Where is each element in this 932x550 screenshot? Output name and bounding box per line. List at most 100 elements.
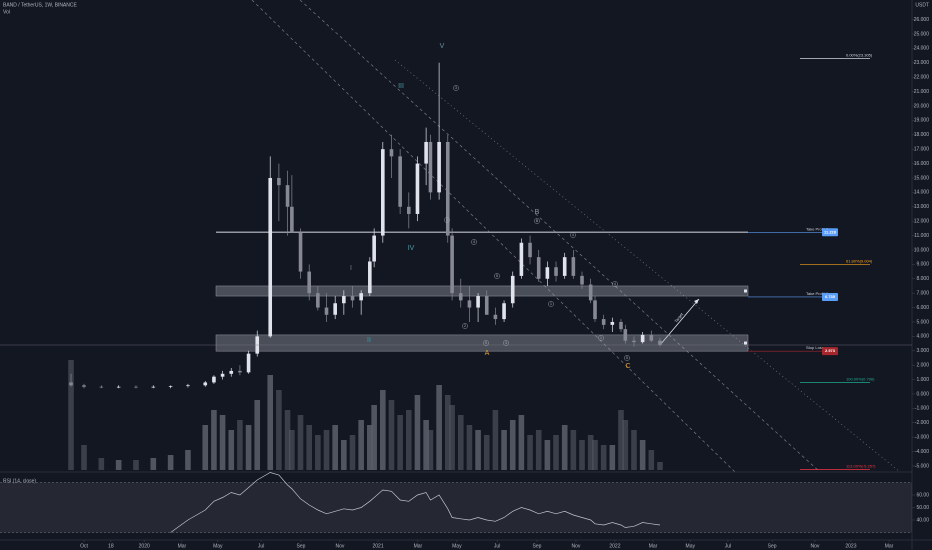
rsi-line [170,472,661,533]
volume-bar [518,415,525,470]
x-tick-label: 2023 [845,543,856,549]
volume-bar [509,420,516,470]
candle-body [82,385,86,387]
volume-bar [535,430,542,470]
x-tick-label: Nov [335,543,344,549]
candle-body [649,334,654,341]
y-tick-label: 22.000 [914,75,930,81]
candle-body [229,370,234,374]
y-tick-label: 18.000 [914,132,930,138]
candle-body [580,275,584,285]
y-tick-label: 8.000 [916,276,929,282]
volume-bar [570,430,577,470]
candle-body [406,206,411,214]
x-tick-label: Mar [178,543,187,549]
y-tick-label: -1.000 [915,406,929,412]
y-tick-label: 25.000 [914,31,930,37]
x-tick-label: Oct [80,543,88,549]
candle-body [277,177,281,186]
volume-bar [68,360,74,470]
volume-bar [501,430,507,470]
volume-bar [553,435,559,470]
volume-bar [561,425,568,470]
volume-bar [457,415,464,470]
candle-body [350,296,355,301]
x-tick-label: May [686,543,696,549]
y-tick-label: 17.000 [914,147,930,153]
volume-bar [427,430,434,470]
y-tick-label: 4.000 [916,334,929,340]
wave-label: 3 [505,341,507,345]
level-box [822,292,838,301]
volume-bar [358,420,364,470]
volume-bar [185,450,191,470]
wave-label: 1 [550,302,552,306]
volume-bar [444,395,451,470]
level-name: Take Profit 2 [806,226,829,231]
candle-body [359,293,363,301]
candle-body [116,386,121,388]
volume-bar [341,440,347,470]
volume-bar [219,415,226,470]
volume-bar [618,410,624,470]
x-tick-label: Mar [649,543,658,549]
wave-circle [494,273,500,279]
zone-handle [744,341,747,345]
candle-body [619,321,623,330]
y-tick-label: 0.000 [916,391,929,397]
candle-body [610,321,615,325]
y-tick-label: 23.000 [914,60,930,66]
x-tick-label: 2020 [139,543,150,549]
candle-body [389,149,394,157]
volume-bar [245,425,252,470]
candle-body [285,185,290,207]
wave-circle [444,217,450,223]
volume-bar [237,420,243,470]
arrow-head [694,299,699,304]
volume-bar [544,440,551,470]
volume-bar [306,425,312,470]
trend-channel [251,0,901,473]
volume-bar [527,435,533,470]
candle-body [342,296,346,304]
volume-bar [98,458,105,470]
volume-bar [371,405,377,470]
price-unit: USDT [915,2,929,8]
volume-bar [483,435,490,470]
volume-bar [592,440,598,470]
candle-body [151,386,156,388]
volume-bar [609,445,616,470]
volume-label: Vol [3,9,10,15]
volume-bar [167,455,174,470]
volume-bar [466,425,473,470]
level-box [822,347,838,356]
y-tick-label: 9.000 [916,262,929,268]
wave-label: 2 [464,324,466,328]
level-value: 6.735 [825,294,836,299]
x-tick-label: Nov [811,543,820,549]
y-tick-label: 20.000 [914,103,930,109]
volume-bar [622,420,629,470]
wave-label: 1 [446,218,448,222]
y-tick-label: 21.000 [914,89,930,95]
wave-label: IV [408,245,415,252]
level-value: 2.973 [825,348,836,353]
wave-circle [570,232,576,238]
rsi-title: RSI (14, close) [3,478,36,484]
candle-body [381,149,385,236]
rsi-band [0,482,912,533]
x-tick-label: Sep [297,543,306,549]
volume-bar [475,430,481,470]
candle-body [134,386,138,388]
wave-label: II [367,337,371,344]
candle-body [519,242,524,276]
y-tick-label: -2.000 [915,420,929,426]
y-tick-label: 13.000 [914,204,930,210]
candle-body [593,300,597,320]
y-tick-label: 7.000 [916,290,929,296]
candle-body [333,303,337,315]
candle-body [307,271,311,294]
volume-bar [323,430,330,470]
candle-body [437,141,441,193]
